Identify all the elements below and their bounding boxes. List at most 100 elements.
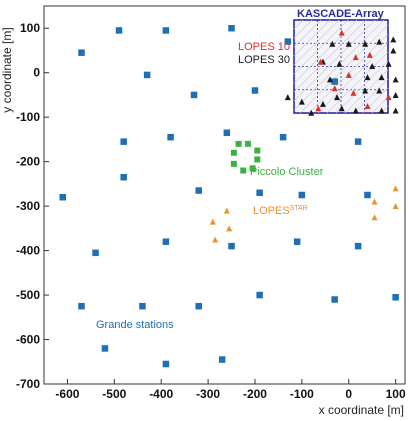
grande-station	[284, 38, 292, 45]
x-tick-label: -400	[149, 387, 173, 401]
piccolo-station	[230, 149, 237, 156]
y-axis: 100 0 -100 -200 -300 -400 -500 -600 -700	[16, 21, 49, 391]
lopes10-antenna	[338, 29, 345, 36]
grande-station	[78, 49, 85, 56]
lopes30-antenna	[376, 87, 383, 94]
kascade-hatch-line	[326, 51, 389, 114]
piccolo-station	[244, 140, 251, 147]
lopesstar-antenna	[371, 198, 378, 205]
lopes30-antenna	[345, 40, 352, 47]
lopes30-antenna	[385, 60, 392, 67]
grande-station	[279, 133, 287, 141]
y-axis-label: y coordinate [m]	[0, 27, 14, 112]
grande-station	[190, 91, 198, 99]
y-tick-label: -500	[16, 288, 40, 302]
piccolo-cluster-label: Piccolo Cluster	[250, 166, 324, 178]
grande-station	[195, 187, 202, 194]
x-tick-label: -300	[196, 387, 220, 401]
lopes30-antenna	[298, 98, 305, 105]
lopes-star-name: LOPES	[253, 205, 290, 217]
lopes10-antenna	[366, 51, 373, 58]
grande-station	[331, 296, 338, 303]
lopes30-antenna	[364, 74, 371, 81]
x-tick-label: -100	[290, 387, 314, 401]
kascade-hatch-line	[293, 19, 322, 48]
y-tick-label: 100	[20, 21, 40, 35]
lopes30-antenna	[378, 74, 385, 81]
lopes30-antenna	[326, 76, 333, 83]
x-tick-label: 100	[386, 387, 406, 401]
grande-station	[101, 345, 109, 352]
lopes30-antenna	[284, 94, 291, 101]
y-tick-label: -100	[16, 110, 40, 124]
y-tick-label: -400	[16, 244, 40, 258]
lopes10-antenna	[352, 54, 359, 61]
kascade-hatch-line	[293, 19, 349, 75]
lopes-star-label: LOPESSTAR	[253, 205, 308, 217]
grande-station	[120, 173, 127, 181]
lopes30-antenna	[319, 100, 326, 107]
kascade-hatch-line	[353, 78, 389, 114]
grande-station	[120, 138, 127, 145]
kascade-hatch-line	[293, 19, 340, 66]
grande-station	[392, 294, 399, 301]
lopes30-label: LOPES 30	[238, 54, 290, 66]
grande-station	[59, 193, 67, 201]
grande-station	[218, 356, 226, 363]
lopes10-antenna	[331, 85, 338, 92]
lopes30-antenna	[376, 38, 383, 45]
grande-station	[223, 129, 231, 136]
grande-station	[293, 238, 301, 245]
piccolo-station	[230, 160, 237, 167]
y-tick-label: 0	[33, 66, 40, 80]
grande-station	[139, 302, 146, 310]
grande-station	[228, 24, 235, 32]
lopes30-antenna	[390, 36, 397, 43]
lopes30-antenna	[362, 40, 369, 47]
x-tick-label: 0	[345, 387, 352, 401]
lopes30-antenna	[390, 47, 397, 54]
lopesstar-antenna	[392, 185, 399, 192]
lopes10-label: LOPES 10	[238, 41, 290, 53]
lopes30-antenna	[392, 91, 399, 98]
grande-station	[162, 238, 170, 245]
lopes30-antenna	[338, 105, 345, 112]
lopes10-antenna	[350, 89, 357, 96]
x-tick-label: -500	[102, 387, 126, 401]
kascade-hatch-line	[293, 19, 304, 30]
grande-station	[256, 189, 263, 197]
grande-station	[298, 191, 306, 199]
lopes10-antenna	[364, 103, 371, 110]
lopes10-antenna	[317, 58, 324, 65]
x-tick-label: -600	[55, 387, 79, 401]
lopesstar-antenna	[392, 203, 399, 210]
kascade-hatch-line	[371, 96, 389, 114]
piccolo-station	[235, 140, 242, 147]
grande-station	[115, 27, 123, 34]
lopes30-antenna	[334, 94, 341, 101]
lopes10-antenna	[385, 94, 392, 101]
grande-station	[331, 78, 338, 85]
lopes30-antenna	[392, 76, 399, 83]
lopes30-antenna	[392, 107, 399, 114]
lopes30-antenna	[378, 107, 385, 114]
lopes30-antenna	[352, 107, 359, 114]
y-tick-label: -200	[16, 155, 40, 169]
kascade-hatch-line	[293, 19, 358, 84]
grande-station	[78, 302, 85, 310]
grande-stations-label: Grande stations	[96, 319, 174, 331]
kascade-grid	[293, 19, 389, 114]
grande-station	[228, 242, 235, 250]
lopes30-antenna	[329, 40, 336, 47]
grande-station	[162, 27, 170, 34]
lopesstar-antenna	[209, 218, 216, 225]
grande-station	[92, 249, 99, 257]
kascade-hatch-line	[317, 42, 389, 114]
lopes30-antenna	[336, 60, 343, 67]
y-tick-label: -600	[16, 333, 40, 347]
grande-station	[167, 133, 174, 141]
grande-station	[364, 191, 371, 199]
kascade-array-label: KASCADE-Array	[297, 8, 385, 20]
piccolo-station	[254, 147, 261, 154]
